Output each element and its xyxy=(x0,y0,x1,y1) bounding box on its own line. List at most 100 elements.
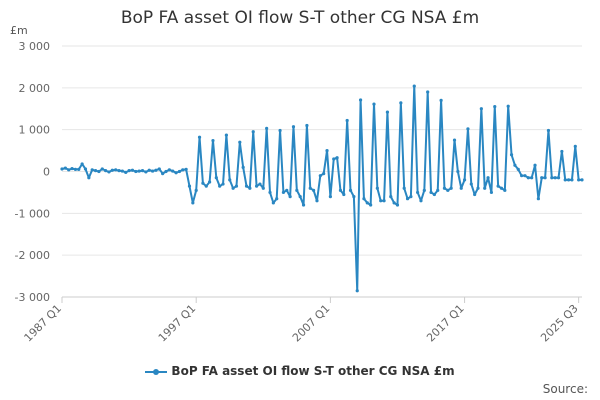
data-point[interactable] xyxy=(503,188,507,192)
data-point[interactable] xyxy=(426,90,430,94)
data-point[interactable] xyxy=(352,195,356,199)
data-point[interactable] xyxy=(379,199,383,203)
data-point[interactable] xyxy=(291,125,296,129)
data-point[interactable] xyxy=(315,199,319,203)
data-point[interactable] xyxy=(399,101,403,105)
legend[interactable]: BoP FA asset OI flow S-T other CG NSA £m xyxy=(0,364,600,378)
data-point[interactable] xyxy=(469,182,473,186)
data-point[interactable] xyxy=(174,171,178,175)
data-point[interactable] xyxy=(489,190,494,195)
data-point[interactable] xyxy=(345,118,349,123)
data-point[interactable] xyxy=(479,107,483,111)
data-point[interactable] xyxy=(446,188,450,192)
data-point[interactable] xyxy=(476,186,480,190)
data-point[interactable] xyxy=(161,171,165,176)
data-point[interactable] xyxy=(462,178,467,182)
data-point[interactable] xyxy=(171,169,175,173)
data-point[interactable] xyxy=(412,84,416,88)
data-point[interactable] xyxy=(473,192,477,197)
data-point[interactable] xyxy=(362,197,366,201)
data-point[interactable] xyxy=(509,153,514,157)
data-point[interactable] xyxy=(140,169,145,173)
data-point[interactable] xyxy=(550,176,554,180)
data-point[interactable] xyxy=(197,135,202,139)
data-point[interactable] xyxy=(204,184,208,188)
data-point[interactable] xyxy=(127,169,131,173)
data-point[interactable] xyxy=(90,168,94,172)
data-point[interactable] xyxy=(238,140,242,144)
data-point[interactable] xyxy=(167,168,171,172)
data-point[interactable] xyxy=(546,128,551,133)
data-point[interactable] xyxy=(449,186,453,190)
data-point[interactable] xyxy=(221,182,225,186)
data-point[interactable] xyxy=(231,186,235,190)
data-point[interactable] xyxy=(493,105,497,109)
data-point[interactable] xyxy=(234,184,239,188)
data-point[interactable] xyxy=(214,176,218,180)
data-point[interactable] xyxy=(439,98,443,102)
data-point[interactable] xyxy=(265,126,269,131)
data-point[interactable] xyxy=(483,186,487,190)
data-point[interactable] xyxy=(248,186,252,190)
data-point[interactable] xyxy=(104,169,108,173)
data-point[interactable] xyxy=(459,186,463,190)
data-point[interactable] xyxy=(422,188,426,192)
data-point[interactable] xyxy=(137,169,141,173)
data-point[interactable] xyxy=(577,178,581,182)
data-point[interactable] xyxy=(80,162,84,166)
data-point[interactable] xyxy=(301,203,306,207)
data-point[interactable] xyxy=(130,168,135,172)
data-point[interactable] xyxy=(526,176,530,180)
data-point[interactable] xyxy=(325,148,329,153)
data-point[interactable] xyxy=(305,123,309,128)
data-point[interactable] xyxy=(322,171,326,176)
data-point[interactable] xyxy=(530,176,534,180)
data-point[interactable] xyxy=(369,203,373,207)
data-point[interactable] xyxy=(338,188,343,192)
data-point[interactable] xyxy=(107,170,111,174)
data-point[interactable] xyxy=(191,201,195,205)
data-point[interactable] xyxy=(318,174,322,178)
data-point[interactable] xyxy=(335,156,339,160)
data-point[interactable] xyxy=(201,181,205,185)
data-point[interactable] xyxy=(556,176,561,180)
data-point[interactable] xyxy=(114,168,118,172)
data-point[interactable] xyxy=(134,169,138,174)
data-point[interactable] xyxy=(355,289,359,293)
data-point[interactable] xyxy=(540,176,544,180)
data-point[interactable] xyxy=(60,167,64,171)
data-point[interactable] xyxy=(533,163,537,167)
data-point[interactable] xyxy=(382,199,386,203)
data-point[interactable] xyxy=(268,190,272,195)
data-point[interactable] xyxy=(164,169,168,174)
data-point[interactable] xyxy=(184,167,188,172)
data-point[interactable] xyxy=(348,188,353,192)
data-point[interactable] xyxy=(432,192,436,197)
data-point[interactable] xyxy=(187,184,192,188)
data-point[interactable] xyxy=(570,178,574,182)
data-point[interactable] xyxy=(208,180,212,184)
data-point[interactable] xyxy=(298,195,302,199)
data-point[interactable] xyxy=(154,168,158,172)
data-point[interactable] xyxy=(560,149,564,154)
data-point[interactable] xyxy=(456,169,460,174)
data-point[interactable] xyxy=(385,110,390,114)
data-point[interactable] xyxy=(523,174,527,178)
data-point[interactable] xyxy=(224,133,228,137)
data-point[interactable] xyxy=(566,178,571,182)
data-point[interactable] xyxy=(177,169,182,174)
data-point[interactable] xyxy=(218,184,222,188)
data-point[interactable] xyxy=(120,169,124,173)
data-point[interactable] xyxy=(124,170,128,174)
data-point[interactable] xyxy=(342,192,346,197)
data-point[interactable] xyxy=(553,176,557,180)
data-point[interactable] xyxy=(144,170,148,174)
data-point[interactable] xyxy=(452,138,457,142)
data-point[interactable] xyxy=(405,197,410,201)
data-point[interactable] xyxy=(506,104,510,108)
data-point[interactable] xyxy=(67,168,71,172)
data-point[interactable] xyxy=(332,157,336,161)
data-point[interactable] xyxy=(402,186,406,190)
data-point[interactable] xyxy=(442,186,447,190)
data-point[interactable] xyxy=(254,184,259,188)
